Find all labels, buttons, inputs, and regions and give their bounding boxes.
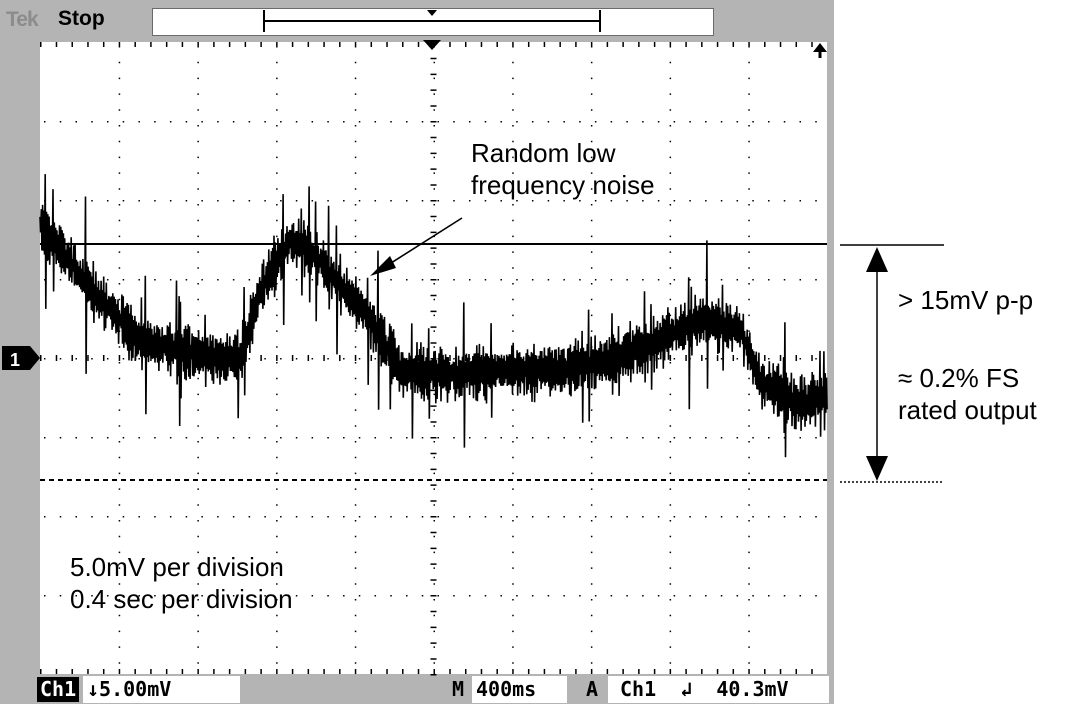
trigger-readout: Ch1 ↲ 40.3mV	[608, 676, 829, 703]
peak-to-peak-annotation: > 15mV p-p	[898, 284, 1033, 316]
noise-annotation: Random low frequency noise	[471, 137, 655, 201]
channel-marker-label: 1	[10, 350, 20, 370]
full-scale-annotation-line1: ≈ 0.2% FS	[898, 362, 1037, 394]
timebase-tag: M	[452, 676, 464, 703]
record-window-indicator	[264, 10, 600, 32]
full-scale-annotation-line2: rated output	[898, 394, 1037, 426]
scale-annotation: 5.0mV per division 0.4 sec per division	[70, 551, 293, 615]
noise-annotation-line1: Random low	[471, 137, 655, 169]
channel1-ground-marker[interactable]: 1	[2, 346, 40, 370]
volts-per-division-readout: ↓5.00mV	[83, 676, 240, 703]
channel1-tag: Ch1	[37, 677, 79, 702]
time-per-division-readout: 400ms	[472, 676, 567, 703]
scale-annotation-line1: 5.0mV per division	[70, 551, 293, 583]
full-scale-annotation: ≈ 0.2% FS rated output	[898, 362, 1037, 426]
trigger-tag: A	[586, 676, 598, 703]
scale-annotation-line2: 0.4 sec per division	[70, 583, 293, 615]
noise-annotation-line2: frequency noise	[471, 169, 655, 201]
